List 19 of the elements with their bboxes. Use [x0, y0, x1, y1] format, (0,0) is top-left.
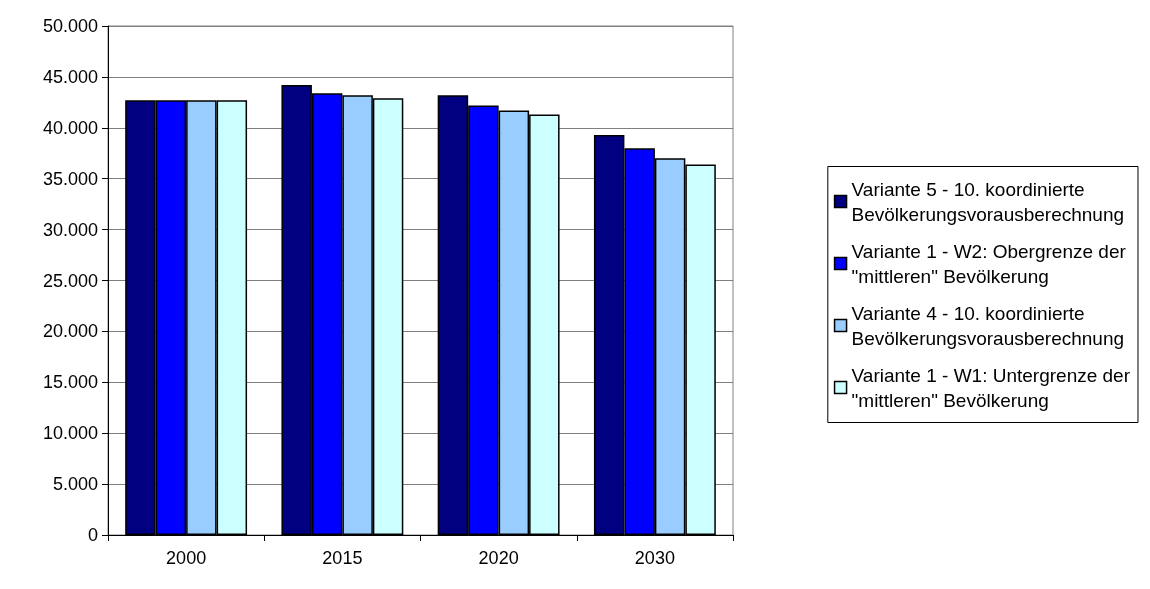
- y-tick-label: 25.000: [42, 270, 98, 291]
- y-tick-label: 40.000: [42, 117, 98, 138]
- y-tick-label: 50.000: [42, 16, 98, 36]
- x-tick-label: 2015: [322, 548, 363, 568]
- y-tick-label: 45.000: [42, 66, 98, 87]
- y-tick-label: 5.000: [52, 474, 98, 495]
- legend-label: Variante 5 - 10. koordinierte Bevölkerungsvorausberechnung: [851, 178, 1125, 225]
- x-tick-label: 2020: [478, 548, 519, 568]
- y-tick-label: 30.000: [42, 219, 98, 240]
- legend-label: Variante 4 - 10. koordinierte Bevölkerungsvorausberechnung: [851, 302, 1125, 349]
- y-tick-label: 0: [87, 525, 98, 545]
- legend-label: Variante 1 - W1: Untergrenze der "mittleren" Bevölkerung: [851, 364, 1131, 411]
- legend-label: Variante 1 - W2: Obergrenze der "mittleren" Bevölkerung: [851, 240, 1127, 287]
- y-tick-label: 35.000: [42, 168, 98, 189]
- x-tick-label: 2000: [166, 548, 207, 568]
- y-tick-label: 10.000: [42, 423, 98, 444]
- y-tick-label: 15.000: [42, 372, 98, 393]
- x-tick-label: 2030: [634, 548, 675, 568]
- y-tick-label: 20.000: [42, 321, 98, 342]
